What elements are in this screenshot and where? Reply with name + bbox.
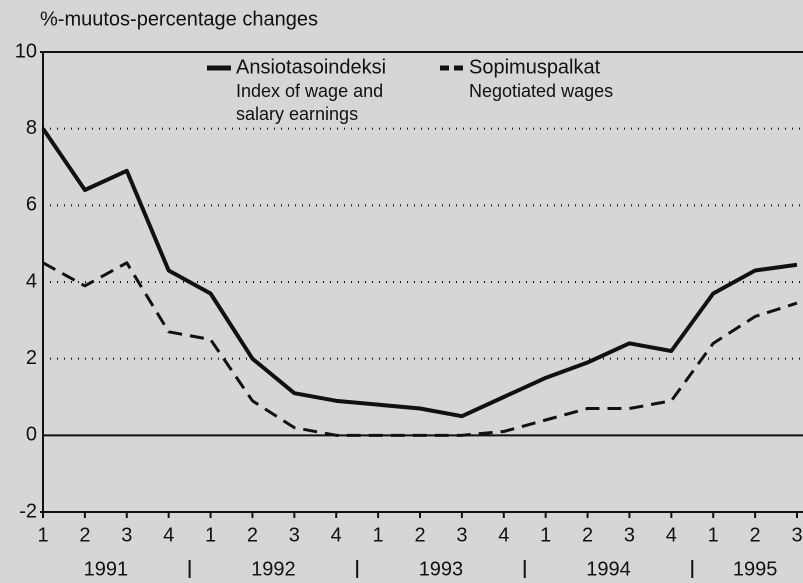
- year-label: 1992: [251, 558, 296, 580]
- data-line: [41, 127, 798, 419]
- y-tick-label: 2: [26, 347, 37, 369]
- y-tick-label: -2: [19, 500, 37, 522]
- year-label: 1994: [586, 558, 631, 580]
- x-tick-label: 3: [121, 524, 132, 546]
- year-label: 1991: [84, 558, 129, 580]
- x-tick-label: 4: [331, 524, 342, 546]
- x-tick-label: 3: [791, 524, 802, 546]
- y-tick-label: 8: [26, 117, 37, 139]
- x-tick-label: 3: [289, 524, 300, 546]
- x-tick-label: 4: [163, 524, 174, 546]
- x-tick-label: 3: [456, 524, 467, 546]
- x-tick-label: 1: [708, 524, 719, 546]
- y-tick-label: 4: [26, 270, 37, 292]
- x-tick-label: 4: [666, 524, 677, 546]
- legend-label: Ansiotasoindeksi: [236, 56, 386, 78]
- year-label: 1995: [733, 558, 778, 580]
- data-line: [42, 261, 798, 437]
- x-tick-label: 1: [373, 524, 384, 546]
- x-tick-label: 4: [498, 524, 509, 546]
- x-tick-label: 1: [205, 524, 216, 546]
- legend-description: Index of wage and: [236, 81, 383, 101]
- y-tick-label: 6: [26, 194, 37, 216]
- x-tick-label: 2: [79, 524, 90, 546]
- y-tick-label: 10: [15, 40, 37, 62]
- x-tick-label: 2: [582, 524, 593, 546]
- year-label: 1993: [419, 558, 464, 580]
- y-tick-label: 0: [26, 424, 37, 446]
- legend-description: salary earnings: [236, 104, 358, 124]
- x-tick-label: 2: [414, 524, 425, 546]
- x-tick-label: 1: [540, 524, 551, 546]
- x-tick-label: 3: [624, 524, 635, 546]
- legend-description: Negotiated wages: [469, 81, 613, 101]
- x-tick-label: 2: [750, 524, 761, 546]
- x-tick-label: 1: [37, 524, 48, 546]
- legend-label: Sopimuspalkat: [469, 56, 601, 78]
- y-axis-label: %-muutos-percentage changes: [40, 8, 318, 30]
- x-tick-label: 2: [247, 524, 258, 546]
